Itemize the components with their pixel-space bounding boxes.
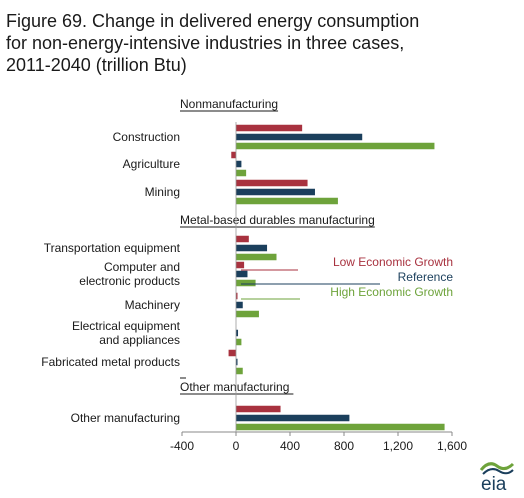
title-line-2: for non-energy-intensive industries in t…: [6, 33, 405, 53]
bar-agriculture-high: [236, 169, 247, 177]
category-label-mining: Mining: [145, 185, 180, 199]
bar-fabricated-metal-products-high: [236, 367, 243, 375]
bar-construction-high: [236, 142, 435, 150]
category-label-electrical-equipment-and-appliances: Electrical equipment: [72, 319, 181, 333]
category-label-construction: Construction: [113, 130, 180, 144]
x-tick-label: 1,200: [383, 439, 413, 453]
bar-machinery-low: [236, 292, 238, 300]
category-label-machinery: Machinery: [125, 298, 180, 312]
category-label-computer-and-electronic-products: electronic products: [79, 274, 180, 288]
bar-construction-low: [236, 124, 303, 132]
legend-low: Low Economic Growth: [333, 255, 453, 269]
bar-other-manufacturing-high: [236, 423, 445, 431]
legend-high: High Economic Growth: [330, 285, 453, 299]
bar-mining-low: [236, 179, 308, 187]
x-tick-label: -400: [170, 439, 194, 453]
category-label-computer-and-electronic-products: Computer and: [104, 260, 180, 274]
bar-machinery-reference: [236, 301, 243, 309]
bar-fabricated-metal-products-low: [228, 349, 236, 357]
bar-computer-and-electronic-products-reference: [236, 270, 248, 278]
eia-logo: eia: [479, 462, 515, 492]
category-label-transportation-equipment: Transportation equipment: [44, 241, 181, 255]
category-label-electrical-equipment-and-appliances: and appliances: [99, 333, 180, 347]
bar-transportation-equipment-reference: [236, 244, 268, 252]
bar-computer-and-electronic-products-low: [236, 261, 245, 269]
x-tick-label: 800: [334, 439, 354, 453]
bar-transportation-equipment-high: [236, 253, 277, 261]
bar-other-manufacturing-low: [236, 405, 281, 413]
bar-computer-and-electronic-products-high: [236, 279, 256, 287]
bar-machinery-high: [236, 310, 259, 318]
category-label-fabricated-metal-products: Fabricated metal products: [41, 355, 180, 369]
legend-reference: Reference: [398, 270, 454, 284]
eia-logo-text: eia: [481, 474, 507, 492]
bar-agriculture-reference: [236, 160, 242, 168]
category-label-agriculture: Agriculture: [123, 157, 181, 171]
bar-agriculture-low: [231, 151, 236, 159]
bar-other-manufacturing-reference: [236, 414, 350, 422]
x-tick-label: 400: [280, 439, 300, 453]
category-label-other-manufacturing: Other manufacturing: [71, 411, 180, 425]
bar-mining-reference: [236, 188, 315, 196]
group-heading-metal-based-durables-manufacturing: Metal-based durables manufacturing: [180, 213, 375, 227]
bar-electrical-equipment-and-appliances-reference: [236, 329, 239, 337]
title-line-1: Figure 69. Change in delivered energy co…: [6, 11, 420, 31]
bar-construction-reference: [236, 133, 363, 141]
group-heading-nonmanufacturing: Nonmanufacturing: [180, 97, 278, 111]
group-heading-other-manufacturing: Other manufacturing: [180, 380, 289, 394]
x-tick-label: 0: [233, 439, 240, 453]
bar-fabricated-metal-products-reference: [236, 358, 238, 366]
bar-mining-high: [236, 197, 338, 205]
title-line-3: 2011-2040 (trillion Btu): [6, 55, 187, 75]
bar-transportation-equipment-low: [236, 235, 249, 243]
x-tick-label: 1,600: [437, 439, 467, 453]
chart-title: Figure 69. Change in delivered energy co…: [6, 10, 506, 76]
bar-electrical-equipment-and-appliances-high: [236, 338, 242, 346]
